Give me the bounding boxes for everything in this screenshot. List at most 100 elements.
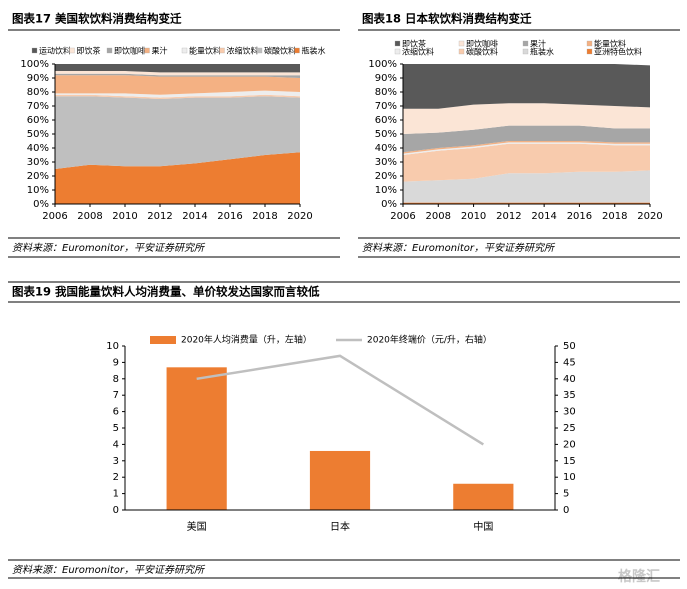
- x-tick-label: 2020: [637, 211, 662, 222]
- chart-title: 图表17 美国软饮料消费结构变迁: [12, 12, 182, 26]
- x-tick-label: 日本: [330, 520, 350, 533]
- y-tick-label: 20%: [375, 171, 397, 182]
- y-tick-label: 30%: [375, 157, 397, 168]
- y-tick-label: 80%: [27, 87, 49, 98]
- legend-swatch: [394, 40, 401, 47]
- legend-label: 能量饮料: [189, 46, 221, 56]
- bar: [166, 367, 227, 510]
- legend-label: 瓶装水: [530, 47, 554, 57]
- y-tick-label: 90%: [27, 73, 49, 84]
- y-tick-label: 0%: [381, 199, 397, 210]
- legend-label: 能量饮料: [594, 39, 626, 49]
- y-tick-label: 90%: [375, 73, 397, 84]
- y-tick-label: 70%: [375, 101, 397, 112]
- x-tick-label: 2018: [252, 211, 277, 222]
- legend-swatch: [458, 40, 465, 47]
- area: [55, 75, 300, 95]
- legend-label: 浓缩饮料: [227, 46, 259, 56]
- legend-label: 碳酸饮料: [466, 47, 498, 57]
- y-tick-label: 70%: [27, 101, 49, 112]
- legend-swatch: [256, 47, 263, 54]
- area: [55, 64, 300, 73]
- area: [403, 64, 650, 109]
- y-tick-label: 60%: [375, 115, 397, 126]
- x-tick-label: 美国: [187, 520, 207, 533]
- legend-swatch: [106, 47, 113, 54]
- y-tick-label: 8: [113, 374, 119, 385]
- legend-swatch: [31, 47, 38, 54]
- source: 资料来源：Euromonitor，平安证券研究所: [12, 242, 206, 254]
- y2-tick-label: 25: [563, 423, 576, 434]
- y2-tick-label: 50: [563, 341, 576, 352]
- x-tick-label: 2016: [567, 211, 592, 222]
- area: [55, 71, 300, 76]
- x-tick-label: 2018: [602, 211, 627, 222]
- chart-title: 图表19 我国能量饮料人均消费量、单价较发达国家而言较低: [12, 285, 320, 299]
- line: [196, 354, 484, 446]
- legend-label: 运动饮料: [39, 46, 71, 56]
- legend-label: 瓶装水: [302, 46, 326, 56]
- y2-tick-label: 35: [563, 390, 576, 401]
- y-tick-label: 30%: [27, 157, 49, 168]
- y2-tick-label: 0: [563, 505, 569, 516]
- y-tick-label: 7: [113, 390, 119, 401]
- legend-label: 果汁: [152, 46, 168, 56]
- x-tick-label: 2010: [112, 211, 137, 222]
- watermark: 格隆汇: [618, 568, 660, 585]
- y-tick-label: 3: [113, 456, 119, 467]
- legend-swatch: [69, 47, 75, 54]
- area: [403, 142, 650, 155]
- y-tick-label: 100%: [20, 59, 49, 70]
- y-tick-label: 0: [113, 505, 119, 516]
- legend-swatch: [144, 47, 150, 54]
- legend-swatch: [458, 48, 465, 55]
- y2-tick-label: 40: [563, 374, 576, 385]
- legend-label: 亚洲特色饮料: [594, 47, 642, 57]
- y-tick-label: 1: [113, 489, 119, 500]
- y-tick-label: 20%: [27, 171, 49, 182]
- x-tick-label: 2014: [182, 211, 207, 222]
- area: [403, 125, 650, 153]
- x-tick-label: 2006: [42, 211, 67, 222]
- bar: [453, 483, 514, 510]
- legend-swatch: [394, 48, 401, 55]
- source: 资料来源：Euromonitor，平安证券研究所: [362, 242, 556, 254]
- legend-swatch: [586, 48, 593, 55]
- bar: [309, 450, 371, 510]
- legend-label: 2020年终端价（元/升，右轴）: [367, 334, 492, 346]
- area: [55, 96, 300, 169]
- x-tick-label: 2016: [217, 211, 242, 222]
- legend-swatch: [150, 336, 176, 344]
- legend-label: 即饮茶: [402, 39, 426, 49]
- y-tick-label: 0%: [33, 199, 49, 210]
- x-tick-label: 2008: [426, 211, 451, 222]
- y-tick-label: 100%: [368, 59, 397, 70]
- y-tick-label: 80%: [375, 87, 397, 98]
- legend-swatch: [294, 47, 300, 54]
- x-tick-label: 2012: [147, 211, 172, 222]
- x-tick-label: 2006: [390, 211, 415, 222]
- y2-tick-label: 10: [563, 472, 576, 483]
- area: [55, 152, 300, 204]
- legend-swatch: [522, 48, 529, 55]
- y-tick-label: 10: [106, 341, 119, 352]
- area: [403, 141, 650, 154]
- y-tick-label: 50%: [375, 129, 397, 140]
- legend-label: 果汁: [530, 39, 546, 49]
- legend-label: 碳酸饮料: [264, 46, 296, 56]
- chart-title: 图表18 日本软饮料消费结构变迁: [362, 12, 532, 26]
- source: 资料来源：Euromonitor，平安证券研究所: [12, 564, 206, 576]
- area: [403, 143, 650, 182]
- area: [55, 90, 300, 98]
- x-tick-label: 2014: [531, 211, 556, 222]
- y-tick-label: 9: [113, 357, 119, 368]
- area: [55, 73, 300, 78]
- y-tick-label: 10%: [27, 185, 49, 196]
- x-tick-label: 2008: [77, 211, 102, 222]
- x-tick-label: 2020: [287, 211, 312, 222]
- legend-swatch: [522, 40, 529, 47]
- legend-swatch: [219, 47, 225, 54]
- x-tick-label: 2010: [461, 211, 486, 222]
- y-tick-label: 4: [113, 439, 119, 450]
